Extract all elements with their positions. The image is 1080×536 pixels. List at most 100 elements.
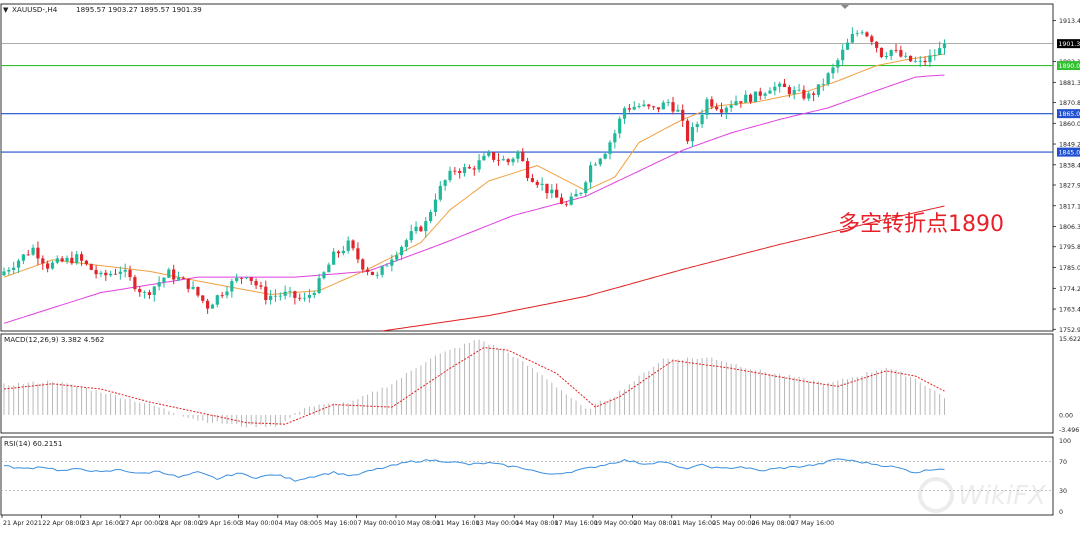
candle-body[interactable] bbox=[599, 159, 602, 165]
candle-body[interactable] bbox=[250, 277, 253, 281]
candle-body[interactable] bbox=[633, 107, 636, 110]
candle-body[interactable] bbox=[254, 281, 257, 285]
candle-body[interactable] bbox=[860, 32, 863, 33]
candle-body[interactable] bbox=[662, 103, 665, 110]
candle-body[interactable] bbox=[182, 278, 185, 279]
candle-body[interactable] bbox=[434, 200, 437, 212]
candle-body[interactable] bbox=[521, 151, 524, 161]
candle-body[interactable] bbox=[894, 50, 897, 51]
candle-body[interactable] bbox=[187, 279, 190, 289]
candle-body[interactable] bbox=[240, 278, 243, 279]
candle-body[interactable] bbox=[696, 124, 699, 127]
candle-body[interactable] bbox=[628, 108, 631, 109]
candle-body[interactable] bbox=[119, 272, 122, 274]
candle-body[interactable] bbox=[875, 42, 878, 48]
candle-body[interactable] bbox=[744, 95, 747, 103]
candle-body[interactable] bbox=[817, 84, 820, 95]
candle-body[interactable] bbox=[570, 197, 573, 205]
candle-body[interactable] bbox=[909, 56, 912, 61]
candle-body[interactable] bbox=[797, 90, 800, 91]
candle-body[interactable] bbox=[608, 142, 611, 154]
candle-body[interactable] bbox=[279, 296, 282, 297]
candle-body[interactable] bbox=[841, 50, 844, 60]
candle-body[interactable] bbox=[80, 254, 83, 261]
candle-body[interactable] bbox=[298, 298, 301, 299]
candle-body[interactable] bbox=[458, 171, 461, 173]
candle-body[interactable] bbox=[647, 105, 650, 107]
candle-body[interactable] bbox=[526, 161, 529, 178]
candle-body[interactable] bbox=[221, 295, 224, 296]
candle-body[interactable] bbox=[657, 107, 660, 109]
candle-body[interactable] bbox=[153, 287, 156, 295]
candle-body[interactable] bbox=[482, 156, 485, 160]
candle-body[interactable] bbox=[158, 282, 161, 286]
candle-body[interactable] bbox=[739, 101, 742, 103]
candle-body[interactable] bbox=[318, 278, 321, 293]
candle-body[interactable] bbox=[313, 293, 316, 295]
candle-body[interactable] bbox=[95, 270, 98, 274]
candle-body[interactable] bbox=[870, 36, 873, 42]
candle-body[interactable] bbox=[128, 270, 131, 277]
candle-body[interactable] bbox=[293, 291, 296, 298]
candle-body[interactable] bbox=[807, 93, 810, 98]
candle-body[interactable] bbox=[691, 127, 694, 141]
candle-body[interactable] bbox=[439, 186, 442, 200]
candle-body[interactable] bbox=[836, 60, 839, 67]
candle-body[interactable] bbox=[288, 291, 291, 292]
candle-body[interactable] bbox=[410, 231, 413, 240]
candle-body[interactable] bbox=[51, 263, 54, 269]
candle-body[interactable] bbox=[725, 108, 728, 113]
candle-body[interactable] bbox=[623, 108, 626, 119]
candle-body[interactable] bbox=[75, 254, 78, 263]
candle-body[interactable] bbox=[269, 296, 272, 300]
candle-body[interactable] bbox=[492, 152, 495, 160]
candle-body[interactable] bbox=[201, 295, 204, 300]
candle-body[interactable] bbox=[531, 178, 534, 182]
candle-body[interactable] bbox=[477, 160, 480, 169]
candle-body[interactable] bbox=[245, 277, 248, 278]
candle-body[interactable] bbox=[574, 194, 577, 197]
candle-body[interactable] bbox=[667, 102, 670, 103]
candle-body[interactable] bbox=[347, 241, 350, 251]
candle-body[interactable] bbox=[61, 258, 64, 261]
candle-body[interactable] bbox=[114, 274, 117, 275]
candle-body[interactable] bbox=[27, 254, 30, 255]
candle-body[interactable] bbox=[138, 289, 141, 292]
candle-body[interactable] bbox=[376, 275, 379, 276]
candle-body[interactable] bbox=[545, 184, 548, 193]
candle-body[interactable] bbox=[919, 61, 922, 62]
candle-body[interactable] bbox=[802, 90, 805, 99]
candle-body[interactable] bbox=[109, 274, 112, 275]
candle-body[interactable] bbox=[172, 269, 175, 279]
candle-body[interactable] bbox=[938, 48, 941, 55]
candle-body[interactable] bbox=[143, 292, 146, 293]
candle-body[interactable] bbox=[671, 102, 674, 111]
candle-body[interactable] bbox=[303, 298, 306, 299]
candle-body[interactable] bbox=[589, 165, 592, 182]
candle-body[interactable] bbox=[468, 167, 471, 168]
candle-body[interactable] bbox=[541, 184, 544, 185]
candle-body[interactable] bbox=[342, 251, 345, 253]
candle-body[interactable] bbox=[56, 258, 59, 262]
candle-body[interactable] bbox=[177, 278, 180, 280]
candle-body[interactable] bbox=[637, 106, 640, 107]
candle-body[interactable] bbox=[41, 258, 44, 263]
candle-body[interactable] bbox=[778, 84, 781, 87]
candle-body[interactable] bbox=[764, 94, 767, 96]
candle-body[interactable] bbox=[162, 278, 165, 282]
candle-body[interactable] bbox=[550, 190, 553, 193]
candle-body[interactable] bbox=[259, 285, 262, 286]
candle-body[interactable] bbox=[793, 90, 796, 94]
candle-body[interactable] bbox=[453, 171, 456, 172]
candle-body[interactable] bbox=[705, 99, 708, 115]
candle-body[interactable] bbox=[924, 61, 927, 62]
candle-body[interactable] bbox=[642, 105, 645, 106]
candle-body[interactable] bbox=[230, 281, 233, 291]
candle-body[interactable] bbox=[686, 121, 689, 142]
candle-body[interactable] bbox=[933, 55, 936, 56]
candle-body[interactable] bbox=[788, 87, 791, 94]
candle-body[interactable] bbox=[846, 43, 849, 50]
candle-body[interactable] bbox=[322, 272, 325, 278]
candle-body[interactable] bbox=[148, 292, 151, 295]
candle-body[interactable] bbox=[414, 227, 417, 231]
